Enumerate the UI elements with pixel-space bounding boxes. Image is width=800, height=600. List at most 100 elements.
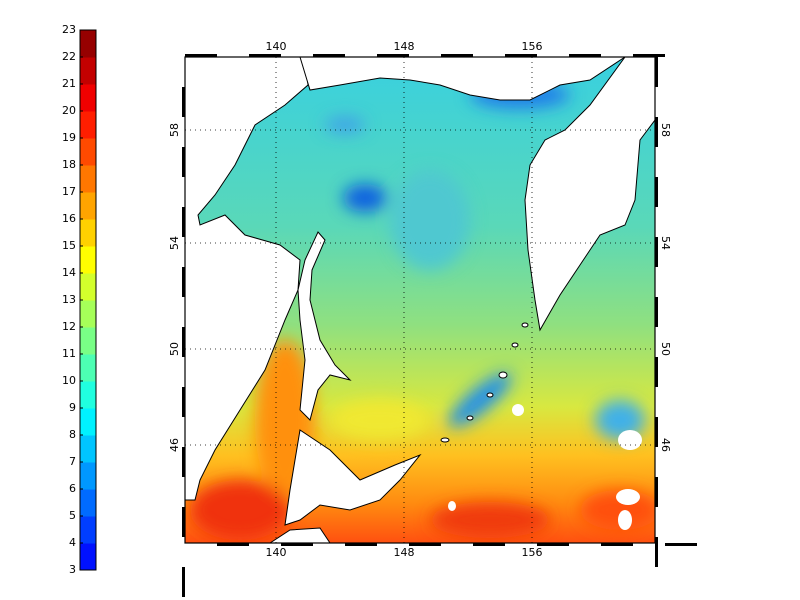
colorbar-tick-label: 11 <box>62 347 76 360</box>
frame-bar <box>655 237 658 267</box>
frame-bar <box>655 357 658 387</box>
frame-bar <box>655 417 658 447</box>
colorbar-segment <box>80 300 96 328</box>
colorbar-tick-label: 8 <box>69 428 76 441</box>
lat-label-left: 46 <box>168 438 181 452</box>
colorbar-segment <box>80 327 96 355</box>
colorbar-tick-label: 6 <box>69 482 76 495</box>
frame-bar <box>505 54 537 57</box>
colorbar-segment <box>80 111 96 139</box>
colorbar-tick-label: 3 <box>69 563 76 576</box>
colorbar-tick-label: 12 <box>62 320 76 333</box>
frame-bar <box>665 543 697 546</box>
frame-bar <box>182 567 185 597</box>
colorbar-tick-label: 17 <box>62 185 76 198</box>
frame-bar <box>537 543 569 546</box>
graticule <box>182 54 697 597</box>
lat-label-right: 50 <box>659 342 672 356</box>
frame-bar <box>409 543 441 546</box>
kamchatka <box>524 57 655 332</box>
colorbar-segment <box>80 489 96 517</box>
colorbar-tick-label: 13 <box>62 293 76 306</box>
frame-bar <box>345 543 377 546</box>
mainland <box>185 57 309 501</box>
colorbar-segment <box>80 516 96 544</box>
colorbar-segment <box>80 57 96 85</box>
colorbar-segment <box>80 138 96 166</box>
colorbar-tick-label: 9 <box>69 401 76 414</box>
lat-label-right: 58 <box>659 123 672 137</box>
colorbar-tick-label: 14 <box>62 266 76 279</box>
frame-bar <box>182 387 185 417</box>
colorbar-segment <box>80 408 96 436</box>
colorbar-segment <box>80 30 96 58</box>
lat-label-right: 54 <box>659 236 672 250</box>
frame-bar <box>655 177 658 207</box>
colorbar: 3 4 5 6 7 8 9 10 11 12 13 14 15 16 17 18 19 20 21 22 23 <box>62 23 97 576</box>
frame-bar <box>182 87 185 117</box>
lat-label-right: 46 <box>659 438 672 452</box>
colorbar-tick-label: 21 <box>62 77 76 90</box>
frame-bar <box>313 54 345 57</box>
colorbar-tick-label: 7 <box>69 455 76 468</box>
colorbar-segment <box>80 462 96 490</box>
frame-bar <box>569 54 601 57</box>
frame-bar <box>182 327 185 357</box>
colorbar-tick-label: 20 <box>62 104 76 117</box>
frame-bar <box>217 543 249 546</box>
kuril-islands <box>440 322 529 443</box>
colorbar-tick-label: 19 <box>62 131 76 144</box>
frame-bar <box>655 297 658 327</box>
lon-label-top: 148 <box>394 40 415 53</box>
frame-bar <box>441 54 473 57</box>
sakhalin <box>297 231 352 421</box>
colorbar-segment <box>80 543 96 571</box>
colorbar-segment <box>80 354 96 382</box>
lon-label-top: 156 <box>522 40 543 53</box>
colorbar-tick-label: 5 <box>69 509 76 522</box>
frame-bar <box>182 447 185 477</box>
colorbar-tick-label: 4 <box>69 536 76 549</box>
hokkaido <box>284 429 422 526</box>
frame-bar <box>655 477 658 507</box>
frame-bar <box>182 207 185 237</box>
colorbar-segment <box>80 381 96 409</box>
frame-bar <box>377 54 409 57</box>
colorbar-tick-label: 23 <box>62 23 76 36</box>
colorbar-tick-label: 16 <box>62 212 76 225</box>
map-area <box>185 57 655 543</box>
frame-bar <box>281 543 313 546</box>
frame-bar <box>655 57 658 87</box>
colorbar-segment <box>80 192 96 220</box>
colorbar-segment <box>80 246 96 274</box>
colorbar-segment <box>80 219 96 247</box>
frame-bar <box>182 507 185 537</box>
lon-label-bottom: 140 <box>266 546 287 559</box>
colorbar-tick-label: 18 <box>62 158 76 171</box>
frame-bar <box>655 117 658 147</box>
frame-bar <box>249 54 281 57</box>
frame-bar <box>182 147 185 177</box>
frame-bar <box>185 54 217 57</box>
lon-label-bottom: 156 <box>522 546 543 559</box>
colorbar-tick-label: 10 <box>62 374 76 387</box>
lat-label-left: 50 <box>168 342 181 356</box>
colorbar-segment <box>80 435 96 463</box>
frame-bar <box>601 543 633 546</box>
north-coast <box>299 57 626 101</box>
frame-bar <box>182 267 185 297</box>
colorbar-tick-label: 22 <box>62 50 76 63</box>
map-frame <box>184 56 656 544</box>
colorbar-segment <box>80 84 96 112</box>
axis-labels: 140 140 148 148 156 156 58 58 54 54 50 50 46 46 <box>168 40 672 559</box>
lon-label-bottom: 148 <box>394 546 415 559</box>
colorbar-segment <box>80 165 96 193</box>
colorbar-segment <box>80 273 96 301</box>
honshu <box>269 527 331 543</box>
lon-label-top: 140 <box>266 40 287 53</box>
colorbar-tick-label: 15 <box>62 239 76 252</box>
lat-label-left: 58 <box>168 123 181 137</box>
frame-bar <box>655 537 658 567</box>
lat-label-left: 54 <box>168 236 181 250</box>
frame-bar <box>633 54 665 57</box>
